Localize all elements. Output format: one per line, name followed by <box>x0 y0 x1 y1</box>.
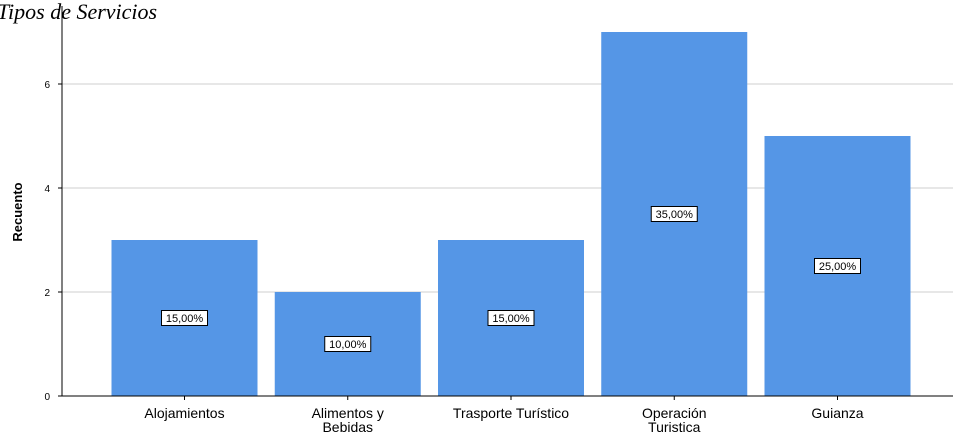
data-label-box <box>161 310 208 326</box>
x-tick-label: Guianza <box>811 405 863 421</box>
y-tick-labels: 0 2 4 6 <box>44 80 62 403</box>
data-label: 15,00% <box>492 313 530 325</box>
data-label: 35,00% <box>656 209 694 221</box>
x-tick-label: Alojamientos <box>144 405 224 421</box>
y-axis-label: Recuento <box>10 182 25 241</box>
data-label: 10,00% <box>329 339 367 351</box>
axes <box>61 6 953 397</box>
data-label-box <box>814 258 861 274</box>
y-tick-label: 4 <box>44 184 50 195</box>
data-label-box <box>650 206 698 222</box>
x-tick-labels: Alojamientos Alimentos y Bebidas Trasporte … <box>144 396 864 435</box>
chart-title: Tipos de Servicios <box>0 0 157 24</box>
data-label: 15,00% <box>166 313 204 325</box>
data-label: 25,00% <box>819 261 857 273</box>
x-tick-label: Alimentos y Bebidas <box>312 405 384 435</box>
y-tick-label: 2 <box>44 288 50 299</box>
data-label-box <box>324 336 372 352</box>
y-tick-label: 6 <box>44 80 50 91</box>
data-labels: 15,00% 10,00% 15,00% 35,00% 25,00% <box>161 206 861 352</box>
bars <box>111 32 911 396</box>
y-tick-label: 0 <box>44 392 50 403</box>
x-tick-label: Trasporte Turístico <box>453 405 569 421</box>
x-tick-label: Operación Turistica <box>642 405 707 435</box>
data-label-box <box>487 310 535 326</box>
